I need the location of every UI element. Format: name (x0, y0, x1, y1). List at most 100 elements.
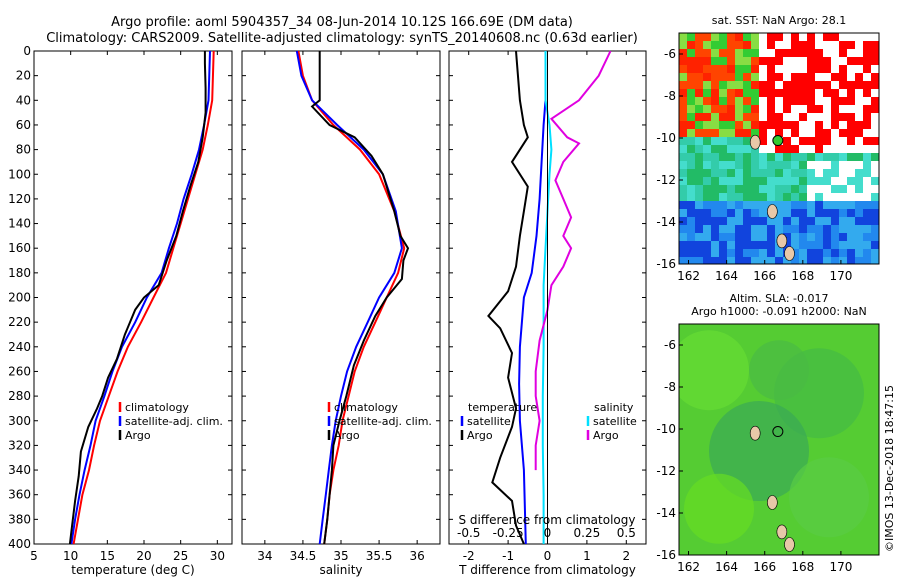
x-axis-label: T difference from climatology (458, 563, 636, 577)
series-s-satellite (541, 51, 553, 544)
sst-map-field (679, 33, 879, 264)
y-tick-label: -6 (664, 47, 676, 61)
y-tick-label: 80 (16, 143, 31, 157)
x-tick-label: 164 (715, 560, 738, 574)
s-tick-label: 0 (544, 526, 552, 540)
temperature-profile-frame (33, 50, 233, 545)
series-argo (310, 51, 410, 545)
island (784, 246, 795, 261)
salinity-profile-frame (241, 50, 441, 545)
island (784, 537, 795, 552)
island (749, 425, 761, 441)
series-satellite-adj-clim- (70, 50, 211, 545)
s-tick-label: 0.5 (617, 526, 636, 540)
difference-profile: -2 -1 0 1 2T difference from climatology -0.5… (448, 50, 647, 577)
y-tick-label: 300 (8, 414, 31, 428)
x-tick-label: 15 (100, 549, 115, 563)
legend-label: Argo (593, 429, 619, 442)
salinity-profile: 34 34.5 35 35.5 36 salinity climatologysatelli… (241, 50, 441, 577)
x-tick-label: 1 (583, 549, 591, 563)
series-climatology (72, 50, 215, 545)
y-tick-label: 40 (16, 93, 31, 107)
series-satellite-adj-clim- (295, 50, 403, 545)
legend-label: satellite (467, 415, 511, 428)
sst-map-frame (678, 32, 880, 265)
y-tick-label: -12 (656, 173, 676, 187)
sla-blob (789, 457, 869, 538)
y-tick-label: 260 (8, 364, 31, 378)
island (767, 495, 778, 510)
island (767, 204, 778, 219)
y-tick-label: 240 (8, 340, 31, 354)
y-tick-label: -6 (664, 338, 676, 352)
sla-blob (749, 340, 809, 401)
legend-title: salinity (594, 401, 634, 414)
s-tick-label: -0.25 (493, 526, 524, 540)
sst-map-title: sat. SST: NaN Argo: 28.1 (712, 14, 846, 27)
y-tick-label: 340 (8, 463, 31, 477)
s-tick-label: -0.5 (457, 526, 480, 540)
y-tick-label: 280 (8, 389, 31, 403)
x-tick-label: 34.5 (290, 549, 317, 563)
argo-position-marker (772, 135, 784, 147)
legend-label: Argo (334, 429, 360, 442)
y-tick-label: -10 (656, 131, 676, 145)
y-tick-label: 100 (8, 167, 31, 181)
sla-map: 162 164 166 168 170 -6 -8 -10 -12 -14 -16 Altim. SL… (656, 292, 880, 574)
y-tick-label: 60 (16, 118, 31, 132)
credit-text: ©IMOS 13-Dec-2018 18:47:15 (883, 385, 896, 552)
y-tick-label: -10 (656, 422, 676, 436)
y-tick-label: 320 (8, 438, 31, 452)
series-s-argo (534, 50, 612, 471)
s-tick-label: 0.25 (574, 526, 601, 540)
y-tick-label: -14 (656, 506, 676, 520)
y-tick-label: -8 (664, 380, 676, 394)
x-tick-label: 166 (753, 269, 776, 283)
x-tick-label: 34 (257, 549, 272, 563)
sla-map-subtitle: Argo h1000: -0.091 h2000: NaN (691, 305, 867, 318)
x-tick-label: 162 (677, 269, 700, 283)
x-tick-label: 168 (791, 269, 814, 283)
series-argo (68, 51, 207, 545)
x-tick-label: 162 (677, 560, 700, 574)
sla-map-field (679, 324, 879, 555)
sla-blob (684, 473, 754, 544)
x-tick-label: 170 (829, 560, 852, 574)
x-tick-label: 35 (333, 549, 348, 563)
legend-label: Argo (467, 429, 493, 442)
island (749, 134, 761, 150)
x-tick-label: 164 (715, 269, 738, 283)
legend-label: climatology (334, 401, 398, 414)
s-axis-label: S difference from climatology (459, 513, 636, 527)
x-tick-label: 5 (30, 549, 38, 563)
x-axis-label: salinity (319, 563, 362, 577)
x-axis-label: temperature (deg C) (71, 563, 194, 577)
x-tick-label: -1 (502, 549, 514, 563)
x-tick-label: 170 (829, 269, 852, 283)
y-tick-label: 20 (16, 69, 31, 83)
legend-label: satellite-adj. clim. (334, 415, 432, 428)
y-tick-label: 200 (8, 291, 31, 305)
x-tick-label: 10 (63, 549, 78, 563)
legend-label: satellite (593, 415, 637, 428)
sla-map-title: Altim. SLA: -0.017 (729, 292, 828, 305)
x-tick-label: 30 (210, 549, 225, 563)
island (776, 233, 788, 249)
y-tick-label: -8 (664, 89, 676, 103)
y-tick-label: 220 (8, 315, 31, 329)
series-t-argo (487, 50, 529, 545)
legend-title: temperature (468, 401, 537, 414)
sst-map: 162 164 166 168 170 -6 -8 -10 -12 -14 -16 sat. SST:… (656, 14, 880, 283)
sla-blob (709, 401, 809, 502)
argo-position-marker (772, 426, 784, 438)
x-tick-label: 0 (544, 549, 552, 563)
y-tick-label: -16 (656, 257, 676, 271)
y-tick-label: 0 (23, 44, 31, 58)
island (776, 524, 788, 540)
sla-blob (679, 330, 749, 411)
x-tick-label: 25 (173, 549, 188, 563)
legend-label: Argo (125, 429, 151, 442)
y-tick-label: 160 (8, 241, 31, 255)
x-tick-label: -2 (463, 549, 475, 563)
